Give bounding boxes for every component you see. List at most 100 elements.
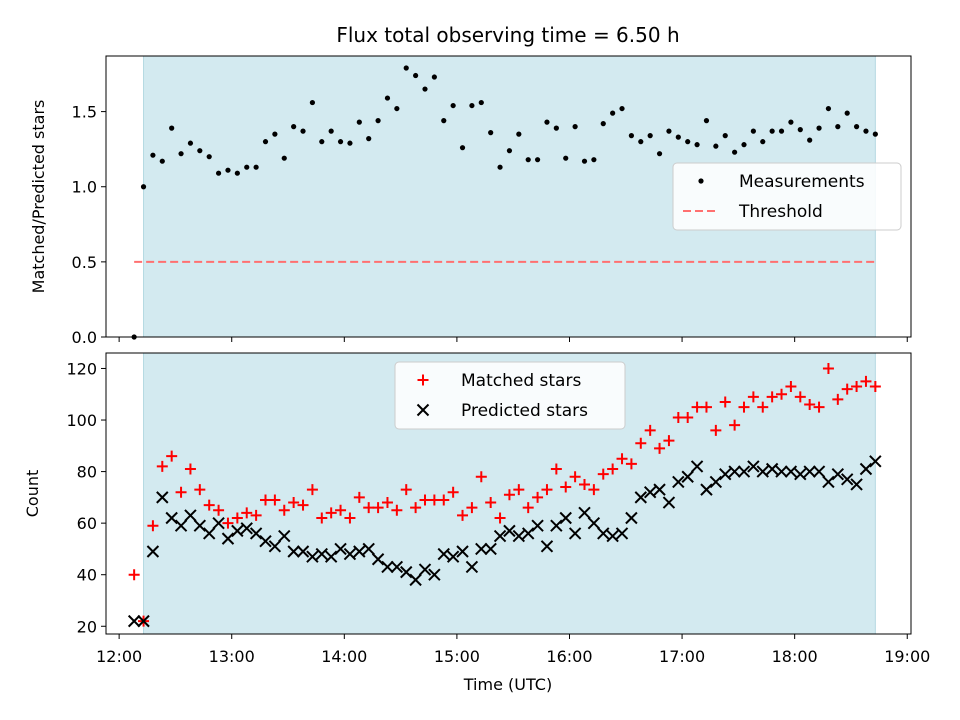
predicted-star-point xyxy=(343,547,357,561)
matched-star-point xyxy=(588,484,600,496)
matched-star-point xyxy=(475,471,487,483)
y-tick-label: 0.5 xyxy=(72,253,97,272)
measurement-point xyxy=(488,130,494,136)
matched-star-point xyxy=(832,393,844,405)
matched-star-point xyxy=(447,486,459,498)
measurement-point xyxy=(807,137,813,143)
predicted-star-point xyxy=(127,614,141,628)
matched-star-point xyxy=(175,486,187,498)
matched-star-point xyxy=(532,491,544,503)
matched-star-point xyxy=(184,463,196,475)
measurement-point xyxy=(610,110,616,116)
predicted-star-point xyxy=(709,475,723,489)
matched-star-point xyxy=(607,463,619,475)
measurement-point xyxy=(300,128,306,134)
measurement-point xyxy=(356,119,362,125)
measurement-point xyxy=(872,131,878,137)
measurement-point xyxy=(150,152,156,158)
matched-star-point xyxy=(494,512,506,524)
matched-star-point xyxy=(222,517,234,529)
measurement-point xyxy=(788,119,794,125)
predicted-star-point xyxy=(812,465,826,478)
measurement-point xyxy=(685,139,691,145)
predicted-star-point xyxy=(146,545,160,558)
measurement-point xyxy=(525,157,531,163)
matched-star-point xyxy=(663,435,675,447)
measurement-point xyxy=(375,118,381,124)
legend-box xyxy=(394,361,626,430)
matched-star-point xyxy=(410,502,422,514)
predicted-star-point xyxy=(287,545,300,558)
predicted-star-point xyxy=(643,486,657,499)
predicted-star-point xyxy=(221,532,235,545)
matched-star-point xyxy=(776,388,788,400)
predicted-star-point xyxy=(353,545,366,558)
x-tick-label: 19:00 xyxy=(884,647,930,666)
matched-star-point xyxy=(203,499,215,511)
measurement-point xyxy=(281,155,287,161)
measurement-point xyxy=(187,140,194,146)
predicted-star-point xyxy=(324,550,338,563)
y-tick-label: 40 xyxy=(77,566,97,585)
matched-star-point xyxy=(128,569,140,581)
measurement-point xyxy=(497,164,503,170)
x-tick-label: 12:00 xyxy=(96,647,142,666)
x-tick-label: 15:00 xyxy=(434,647,480,666)
measurement-point xyxy=(544,119,550,125)
bottom-panel: 20 40 60 80 100 120 Count Matched stars Predic… xyxy=(23,352,912,639)
predicted-star-point xyxy=(268,540,282,553)
predicted-star-point xyxy=(625,511,638,525)
predicted-star-point xyxy=(672,475,685,489)
matched-star-point xyxy=(147,520,159,532)
predicted-star-point xyxy=(193,519,207,532)
matched-star-point xyxy=(288,497,300,509)
matched-star-point xyxy=(428,494,440,506)
predicted-star-point xyxy=(662,496,676,509)
measurement-point xyxy=(741,142,747,148)
measurement-point xyxy=(319,139,325,145)
predicted-star-point xyxy=(212,516,225,530)
predicted-star-point xyxy=(296,545,310,558)
legend-box xyxy=(672,162,902,231)
measurement-point xyxy=(713,143,719,149)
y-tick-label: 80 xyxy=(77,463,97,482)
measurement-point xyxy=(178,151,184,157)
matched-star-point xyxy=(344,512,356,524)
predicted-star-point xyxy=(850,478,863,491)
predicted-star-point xyxy=(822,475,835,489)
predicted-star-point xyxy=(859,462,873,476)
predicted-star-point xyxy=(475,542,488,556)
matched-star-point xyxy=(747,391,759,403)
predicted-star-point xyxy=(418,563,432,576)
matched-star-point xyxy=(757,401,769,413)
predicted-star-point xyxy=(775,465,788,478)
x-tick-label: 18:00 xyxy=(772,647,818,666)
matched-star-point xyxy=(391,504,403,516)
top-plot-frame xyxy=(105,55,912,338)
measurement-point xyxy=(628,133,635,139)
predicted-star-point xyxy=(156,491,169,504)
x-tick-label: 17:00 xyxy=(659,647,705,666)
matched-star-point xyxy=(691,401,703,413)
y-tick-label: 60 xyxy=(77,514,97,533)
matched-star-point xyxy=(194,484,206,496)
predicted-star-point xyxy=(503,524,516,538)
predicted-star-point xyxy=(531,519,544,532)
matched-star-point xyxy=(550,463,562,475)
measurement-point xyxy=(422,86,428,92)
matched-star-point xyxy=(700,401,712,413)
predicted-star-point xyxy=(681,470,694,483)
measurement-point xyxy=(478,99,484,106)
predicted-star-point xyxy=(578,506,591,520)
predicted-star-point xyxy=(484,542,497,556)
predicted-star-point xyxy=(587,516,601,530)
measurement-point xyxy=(816,125,822,131)
matched-star-point xyxy=(635,437,647,449)
predicted-star-point xyxy=(840,473,854,486)
y-tick-label: 0.0 xyxy=(72,328,97,347)
measurement-point xyxy=(647,133,653,139)
matched-star-point xyxy=(231,512,243,524)
predicted-star-point xyxy=(231,524,244,538)
predicted-star-point xyxy=(737,465,751,478)
legend-label: Threshold xyxy=(738,202,823,222)
